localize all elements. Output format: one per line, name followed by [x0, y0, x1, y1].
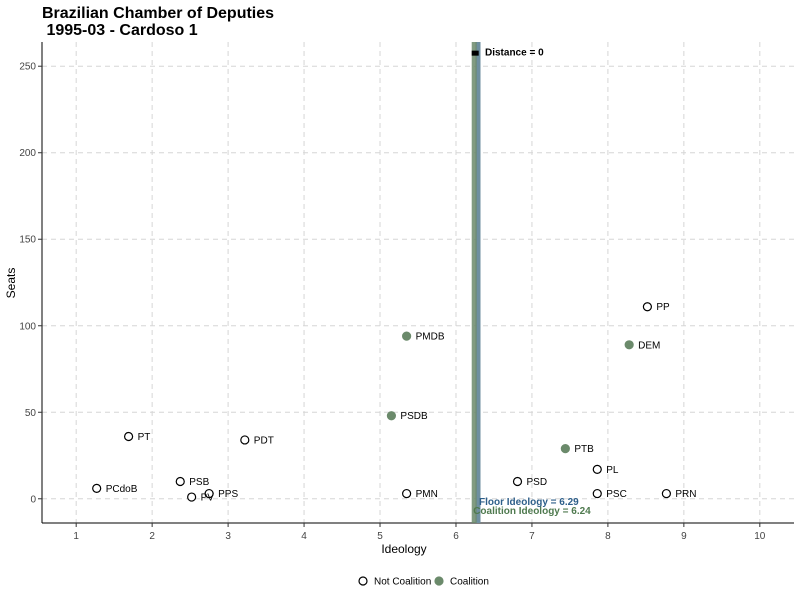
- point-label-prn: PRN: [675, 489, 696, 500]
- point-label-pt: PT: [138, 432, 151, 443]
- x-tick-label: 8: [605, 531, 611, 542]
- chart-title-line-1: Brazilian Chamber of Deputies: [42, 5, 275, 22]
- distance-marker: [471, 50, 479, 56]
- legend-key-coalition: [434, 576, 444, 586]
- not-coalition-point-psc: [592, 488, 602, 499]
- y-tick-label: 50: [25, 408, 37, 419]
- point-label-pmdb: PMDB: [416, 332, 445, 343]
- legend-label-not-coalition: Not Coalition: [374, 577, 431, 588]
- annotation-layer: Distance = 0 Floor Ideology = 6.29Coaliti…: [471, 42, 591, 523]
- point-label-pmn: PMN: [416, 489, 438, 500]
- grid-layer: [42, 42, 794, 523]
- x-tick-label: 6: [453, 531, 459, 542]
- not-coalition-point-prn: [661, 488, 671, 499]
- point-label-pp: PP: [656, 302, 670, 313]
- coalition-point-dem: [624, 340, 634, 350]
- x-tick-label: 5: [377, 531, 383, 542]
- point-label-dem: DEM: [638, 340, 660, 351]
- point-label-pv: PV: [201, 493, 215, 504]
- chart-title-line-2: 1995-03 - Cardoso 1: [42, 22, 198, 39]
- point-label-pl: PL: [606, 465, 619, 476]
- y-tick-label: 0: [30, 494, 36, 505]
- x-tick-label: 4: [301, 531, 307, 542]
- y-tick-label: 250: [19, 62, 36, 73]
- not-coalition-point-pt: [123, 431, 134, 442]
- not-coalition-point-pl: [592, 464, 602, 474]
- coalition-point-pmdb: [402, 331, 412, 341]
- not-coalition-point-pv: [187, 492, 197, 502]
- x-tick-label: 9: [681, 531, 687, 542]
- point-label-pdt: PDT: [254, 435, 274, 446]
- x-tick-label: 1: [73, 531, 79, 542]
- point-label-psdb: PSDB: [400, 411, 428, 422]
- not-coalition-point-pcdob: [92, 483, 102, 493]
- legend: Not Coalition Coalition: [358, 576, 489, 588]
- not-coalition-point-pdt: [240, 435, 250, 445]
- distance-label: Distance = 0: [485, 48, 544, 59]
- y-tick-label: 100: [19, 321, 36, 332]
- y-tick-label: 150: [19, 235, 36, 246]
- x-tick-label: 10: [754, 531, 766, 542]
- legend-label-coalition: Coalition: [450, 577, 489, 588]
- not-coalition-point-pmn: [402, 488, 412, 499]
- coalition-point-ptb: [560, 444, 570, 454]
- coalition-point-psdb: [386, 411, 397, 421]
- not-coalition-point-psd: [512, 476, 523, 487]
- point-label-psd: PSD: [527, 477, 548, 488]
- y-tick-label: 200: [19, 148, 36, 159]
- x-axis-title: Ideology: [381, 542, 426, 556]
- point-label-psb: PSB: [189, 477, 209, 488]
- x-tick-label: 3: [225, 531, 231, 542]
- not-coalition-point-psb: [175, 476, 185, 487]
- not-coalition-point-pps: [204, 488, 214, 499]
- point-label-psc: PSC: [606, 489, 627, 500]
- point-label-pcdob: PCdoB: [106, 484, 138, 495]
- y-axis-title: Seats: [4, 268, 18, 299]
- chart-title: Brazilian Chamber of Deputies 1995-03 - …: [42, 5, 274, 39]
- coalition-ideology-label: Coalition Ideology = 6.24: [473, 506, 591, 517]
- floor-ideology-label: Floor Ideology = 6.29: [479, 497, 579, 508]
- not-coalition-point-pp: [642, 302, 652, 312]
- point-label-pps: PPS: [218, 489, 238, 500]
- point-label-ptb: PTB: [574, 444, 594, 455]
- x-tick-label: 2: [149, 531, 155, 542]
- legend-key-not-coalition: [358, 576, 368, 586]
- x-tick-label: 7: [529, 531, 535, 542]
